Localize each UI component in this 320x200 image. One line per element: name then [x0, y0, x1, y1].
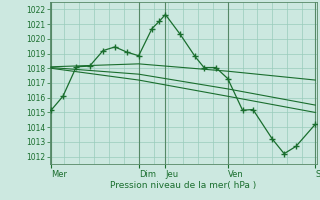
- X-axis label: Pression niveau de la mer( hPa ): Pression niveau de la mer( hPa ): [110, 181, 256, 190]
